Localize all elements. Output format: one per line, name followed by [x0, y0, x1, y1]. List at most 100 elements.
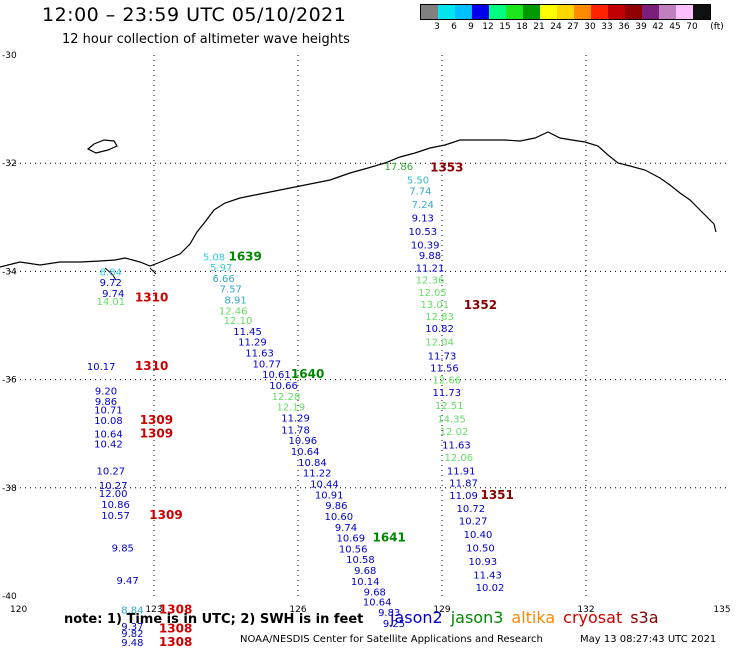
lat-label: -34	[2, 267, 17, 277]
wave-height-value: 9.68	[354, 566, 376, 577]
track-time-label: 1308	[159, 621, 192, 635]
color-tick-label: 70	[686, 22, 698, 32]
wave-height-value: 12.28	[272, 392, 301, 403]
wave-height-value: 12.06	[444, 453, 473, 464]
wave-height-value: 9.20	[95, 386, 117, 397]
track-time-label: 1639	[228, 249, 261, 263]
wave-height-value: 12.66	[432, 376, 461, 387]
wave-height-value: 12.51	[435, 401, 464, 412]
wave-height-value: 13.01	[420, 300, 449, 311]
color-scale-unit: (ft)	[710, 22, 724, 32]
lon-label: 120	[10, 605, 27, 615]
map-title: 12:00 – 23:59 UTC 05/10/2021	[42, 4, 347, 26]
color-box	[574, 5, 591, 19]
wave-height-value: 11.63	[245, 349, 274, 360]
wave-height-value: 9.74	[335, 523, 357, 534]
wave-height-value: 11.21	[416, 264, 445, 275]
lon-label: 129	[433, 605, 450, 615]
wave-height-value: 12.04	[425, 338, 454, 349]
wave-height-value: 17.86	[384, 162, 413, 173]
color-scale-ticks: 3 6 9 12 15 18 21 24 27 30 33 36 39 42 45 70 (ft)	[420, 20, 724, 34]
color-scale-legend: 3 6 9 12 15 18 21 24 27 30 33 36 39 42 45 70 (ft)	[420, 4, 724, 34]
wave-height-value: 10.64	[291, 447, 320, 458]
track-time-label: 1308	[159, 603, 192, 617]
lon-label: 132	[577, 605, 594, 615]
wave-height-value: 10.60	[324, 512, 353, 523]
wave-height-value: 10.42	[94, 439, 123, 450]
color-tick-label: 3	[434, 22, 440, 32]
color-box	[591, 5, 608, 19]
wave-height-value: 10.93	[468, 557, 497, 568]
wave-height-value: 10.27	[96, 466, 125, 477]
wave-height-value: 11.73	[432, 388, 461, 399]
wave-height-value: 10.69	[336, 534, 365, 545]
color-tick-label: 6	[451, 22, 457, 32]
color-box	[625, 5, 642, 19]
wave-height-value: 14.01	[96, 297, 125, 308]
wave-height-value: 10.96	[288, 436, 317, 447]
wave-height-value: 11.43	[473, 570, 502, 581]
color-box	[693, 5, 710, 19]
map-subtitle: 12 hour collection of altimeter wave hei…	[62, 32, 350, 47]
wave-height-value: 11.29	[238, 338, 267, 349]
wave-height-value: 11.45	[233, 327, 262, 338]
satellite-legend-item: cryosat	[563, 608, 623, 627]
satellite-legend-item: jason3	[450, 608, 504, 627]
wave-height-value: 10.71	[94, 405, 123, 416]
wave-height-value: 9.86	[95, 397, 117, 408]
wave-height-value: 8.84	[121, 606, 143, 617]
color-tick-label: 42	[652, 22, 664, 32]
wave-height-value: 10.56	[339, 544, 368, 555]
wave-height-value: 9.72	[100, 278, 122, 289]
color-tick-label: 24	[550, 22, 562, 32]
wave-height-value: 7.57	[220, 285, 242, 296]
wave-height-value: 9.47	[116, 576, 138, 587]
satellite-legend-item: jason2	[390, 608, 443, 627]
wave-height-value: 12.36	[416, 276, 445, 287]
timestamp: May 13 08:27:43 UTC 2021	[580, 634, 717, 645]
wave-height-value: 9.85	[112, 543, 134, 554]
wave-height-value: 6.66	[212, 274, 234, 285]
color-tick-label: 33	[601, 22, 613, 32]
coastline-kangaroo-island	[86, 139, 118, 154]
wave-height-value: 10.14	[351, 577, 380, 588]
track-time-label: 1640	[291, 367, 324, 381]
coastline	[0, 131, 717, 281]
wave-height-value: 9.88	[419, 251, 441, 262]
wave-height-value: 12.02	[440, 427, 469, 438]
wave-height-value: 10.64	[363, 597, 392, 608]
wave-height-value: 10.40	[464, 530, 493, 541]
wave-height-value: 10.17	[87, 362, 116, 373]
footer-note: note: 1) Time is in UTC; 2) SWH is in fe…	[64, 612, 364, 627]
satellite-legend: jason2 jason3 altika cryosat s3a	[390, 608, 667, 627]
axis-labels: -30 -32 -34 -36 -38 -40 120 123 126 129 132 135	[2, 51, 731, 615]
color-box	[421, 5, 438, 19]
wave-height-value: 12.00	[99, 489, 128, 500]
color-box	[557, 5, 574, 19]
wave-height-value: 10.27	[459, 516, 488, 527]
wave-height-value: 10.27	[99, 481, 128, 492]
wave-height-value: 10.61	[262, 370, 291, 381]
wave-height-value: 10.53	[408, 227, 437, 238]
track-time-label: 1351	[480, 488, 513, 502]
wave-height-value: 5.08	[203, 252, 225, 263]
lat-label: -30	[2, 51, 17, 61]
wave-height-value: 12.83	[425, 312, 454, 323]
wave-height-value: 8.91	[224, 296, 246, 307]
track-time-label: 1308	[159, 635, 192, 649]
color-tick-label: 9	[468, 22, 474, 32]
wave-height-value: 12.05	[418, 288, 447, 299]
track-time-label: 1352	[464, 298, 497, 312]
lon-label: 123	[145, 605, 162, 615]
color-box	[455, 5, 472, 19]
wave-height-value: 9.68	[364, 588, 386, 599]
color-box	[472, 5, 489, 19]
wave-height-value: 10.82	[425, 324, 454, 335]
lon-label: 135	[713, 605, 730, 615]
color-tick-label: 12	[482, 22, 494, 32]
color-tick-label: 45	[669, 22, 681, 32]
wave-height-value: 10.64	[94, 430, 123, 441]
wave-height-value: 9.25	[383, 619, 405, 630]
color-tick-label: 18	[516, 22, 528, 32]
